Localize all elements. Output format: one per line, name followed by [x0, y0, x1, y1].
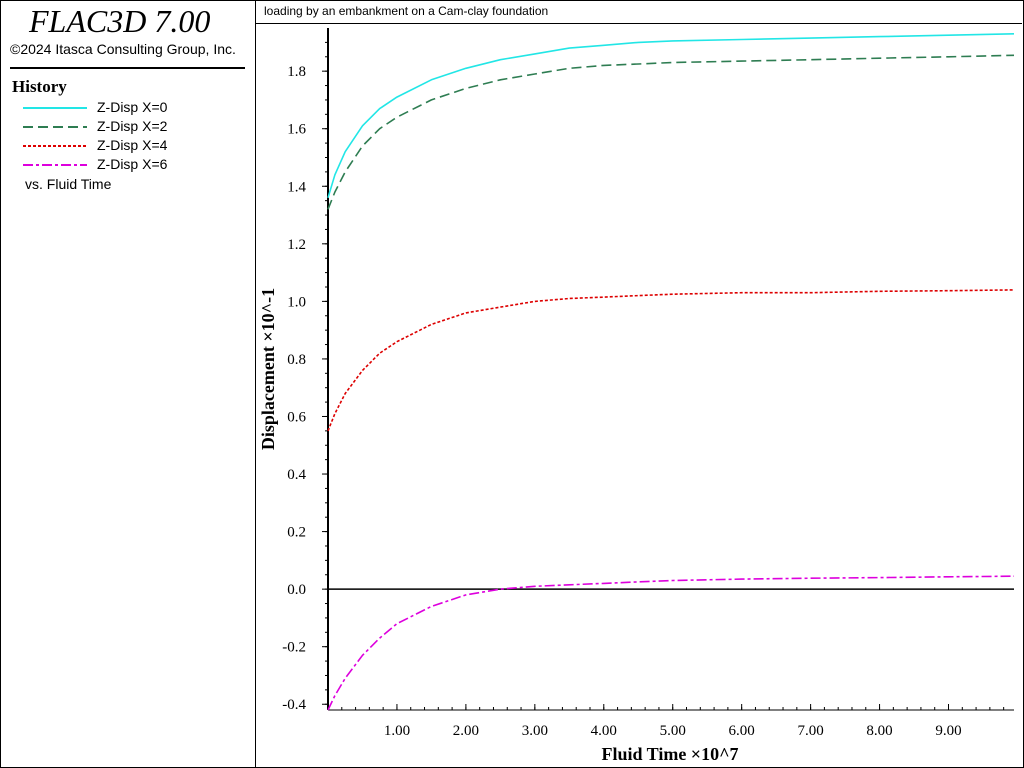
legend-swatch-x6	[23, 164, 87, 166]
legend-swatch-x4	[23, 145, 87, 147]
y-tick-label: 1.8	[287, 64, 306, 80]
plot-title: loading by an embankment on a Cam-clay f…	[264, 4, 549, 18]
legend-item-x0: Z-Disp X=0	[23, 99, 243, 117]
y-tick-label: 1.6	[287, 122, 306, 138]
separator	[10, 67, 245, 69]
legend-swatch-x0	[23, 107, 87, 109]
y-axis-label: Displacement ×10^-1	[258, 288, 278, 450]
legend-label-x2: Z-Disp X=2	[97, 118, 168, 134]
x-tick-label: 2.00	[453, 723, 479, 739]
x-axis-label: Fluid Time ×10^7	[601, 744, 738, 764]
legend-panel: FLAC3D 7.00 ©2024 Itasca Consulting Grou…	[1, 1, 256, 767]
y-tick-label: 1.4	[287, 179, 306, 195]
x-tick-label: 3.00	[522, 723, 548, 739]
y-tick-label: 0.6	[287, 409, 306, 425]
legend-swatch-x2	[23, 126, 87, 128]
x-tick-label: 4.00	[591, 723, 617, 739]
series-line-0	[327, 33, 1015, 199]
x-tick-label: 8.00	[866, 723, 892, 739]
y-tick-label: 0.2	[287, 525, 306, 541]
y-tick-label: 0.4	[287, 467, 306, 483]
legend-label-x6: Z-Disp X=6	[97, 156, 168, 172]
x-tick-label: 5.00	[660, 723, 686, 739]
y-tick-label: 0.0	[287, 582, 306, 598]
legend-heading: History	[12, 77, 67, 96]
y-tick-label: 1.0	[287, 294, 306, 310]
legend-versus: vs. Fluid Time	[25, 176, 112, 192]
app-title: FLAC3D 7.00	[29, 3, 211, 39]
x-tick-label: 1.00	[384, 723, 410, 739]
series-line-3	[327, 575, 1015, 711]
x-tick-label: 7.00	[797, 723, 823, 739]
legend-label-x4: Z-Disp X=4	[97, 137, 168, 153]
legend-label-x0: Z-Disp X=0	[97, 99, 168, 115]
x-tick-label: 6.00	[729, 723, 755, 739]
legend-item-x6: Z-Disp X=6	[23, 156, 243, 174]
x-tick-label: 9.00	[935, 723, 961, 739]
copyright-text: ©2024 Itasca Consulting Group, Inc.	[10, 41, 236, 57]
series-line-2	[327, 289, 1015, 432]
legend-item-x4: Z-Disp X=4	[23, 137, 243, 155]
y-tick-label: -0.2	[282, 640, 306, 656]
y-tick-label: 1.2	[287, 237, 306, 253]
y-tick-label: -0.4	[282, 697, 306, 713]
plot-title-bar: loading by an embankment on a Cam-clay f…	[256, 1, 1022, 24]
y-tick-label: 0.8	[287, 352, 306, 368]
history-chart: -0.4 -0.2 0.0 0.2 0.4 0.6 0.8 1.0 1.2 1.4 1.6 1.8 1.…	[258, 28, 1015, 764]
series-line-1	[327, 54, 1015, 210]
legend-item-x2: Z-Disp X=2	[23, 118, 243, 136]
